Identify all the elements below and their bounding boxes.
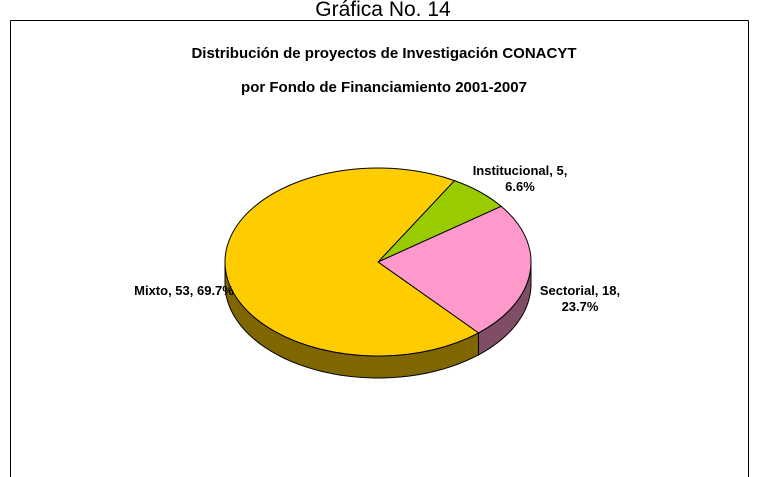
header: Gráfica No. 14 [315, 0, 451, 21]
data-label: Institucional, 5, 6.6% [472, 163, 568, 194]
data-label: Sectorial, 18, 23.7% [539, 283, 621, 314]
slice [224, 167, 480, 357]
chart-title: Distribución de proyectos de Investigaci… [191, 45, 576, 62]
data-label: Mixto, 53, 69.7% [134, 283, 234, 298]
chart-title: por Fondo de Financiamiento 2001-2007 [241, 79, 527, 96]
slice [376, 205, 532, 334]
